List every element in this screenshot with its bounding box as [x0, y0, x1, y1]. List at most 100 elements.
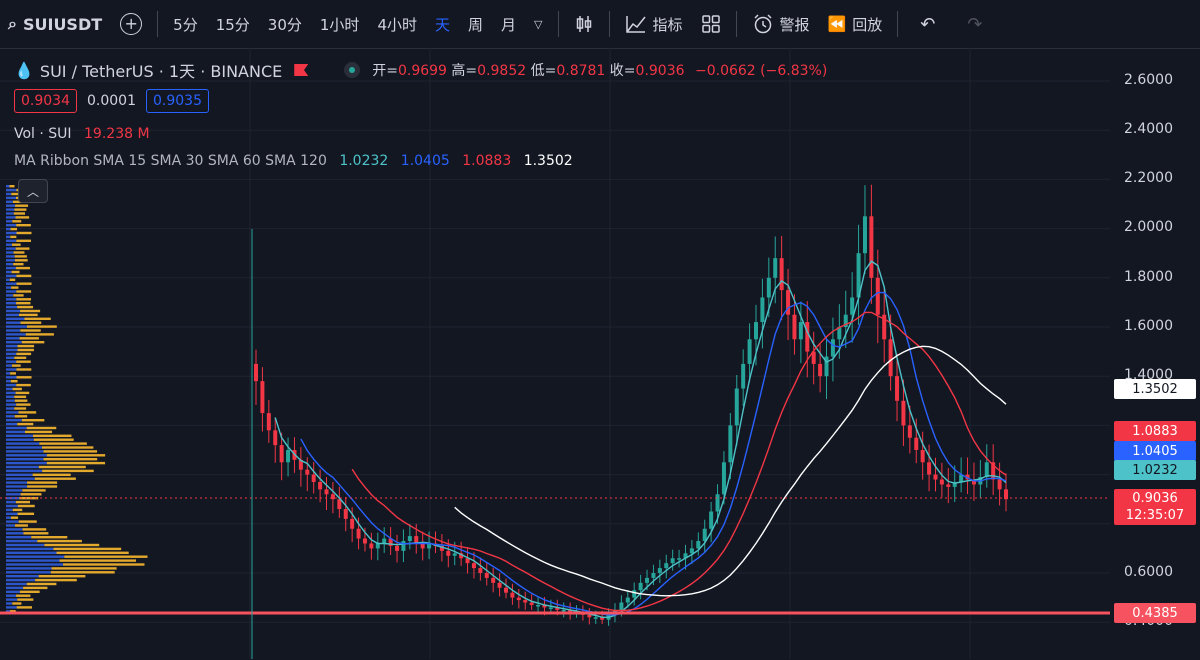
volume-profile-bar: [16, 231, 32, 235]
candle-body: [651, 573, 656, 578]
ohlc-values: 开=0.9699 高=0.9852 低=0.8781 收=0.9036 −0.0…: [372, 63, 828, 79]
candle-body: [286, 450, 291, 463]
chart-type-button[interactable]: [565, 0, 603, 48]
volume-profile-bar: [44, 543, 100, 547]
ask-price-button[interactable]: 0.9035: [146, 89, 209, 113]
volume-profile-bar: [39, 442, 87, 445]
candle-body: [311, 474, 316, 482]
candle-body: [792, 314, 797, 340]
volume-profile-bar: [6, 450, 44, 453]
volume-profile-bar: [6, 582, 27, 586]
candle-body: [869, 216, 874, 278]
volume-profile-bar: [6, 263, 14, 266]
volume-profile-bar: [6, 224, 17, 227]
volume-profile-bar: [6, 461, 47, 465]
interval-1d[interactable]: 天: [434, 15, 450, 34]
candle-body: [568, 609, 573, 613]
volume-profile-bar: [6, 567, 52, 570]
interval-1h[interactable]: 1小时: [319, 15, 360, 34]
volume-profile-bar: [16, 298, 32, 301]
bid-price-button[interactable]: 0.9034: [14, 89, 77, 113]
volume-profile-bar: [12, 508, 23, 512]
interval-1w[interactable]: 周: [468, 15, 484, 34]
replay-label: 回放: [852, 15, 883, 34]
volume-profile-bar: [16, 368, 32, 371]
layout-button[interactable]: [692, 0, 730, 48]
search-icon: ⌕: [8, 14, 17, 33]
volume-profile-bar: [6, 547, 54, 551]
indicators-button[interactable]: 指标: [616, 0, 692, 48]
interval-15m[interactable]: 15分: [215, 15, 250, 34]
sma30-price-tag: 1.0405: [1114, 441, 1196, 461]
hline-price-tag[interactable]: 0.4385: [1114, 603, 1196, 623]
volume-profile-bar: [6, 606, 17, 609]
volume-profile-bar: [19, 590, 40, 593]
volume-profile-bar: [18, 520, 37, 523]
volume-profile-bar: [6, 305, 18, 309]
market-status-icon: [344, 62, 361, 78]
interval-5m[interactable]: 5分: [173, 15, 198, 34]
ma-ribbon-label: MA Ribbon SMA 15 SMA 30 SMA 60 SMA 120: [14, 153, 327, 169]
candle-body: [798, 322, 803, 340]
redo-button[interactable]: ↷: [951, 0, 998, 48]
replay-button[interactable]: ⏪ 回放: [819, 0, 892, 48]
price-chart[interactable]: [0, 48, 1200, 659]
candle-body: [446, 550, 451, 556]
candle-body: [491, 577, 496, 583]
volume-profile-bar: [19, 497, 39, 500]
volume-profile-bar: [6, 298, 17, 301]
volume-profile-bar: [6, 313, 20, 317]
candle-body: [811, 351, 816, 364]
volume-profile-bar: [10, 380, 18, 383]
interval-30m[interactable]: 30分: [267, 15, 302, 34]
volume-profile-bar: [6, 528, 23, 531]
symbol-search-button[interactable]: ⌕ SUIUSDT: [0, 0, 111, 48]
volume-profile-bar: [14, 255, 27, 258]
volume-profile-bar: [26, 426, 57, 430]
interval-4h[interactable]: 4小时: [377, 15, 417, 34]
volume-profile-bar: [6, 508, 13, 512]
volume-profile-bar: [15, 500, 31, 504]
volume-profile-bar: [19, 313, 38, 317]
flag-icon[interactable]: [294, 64, 309, 76]
candle-body: [638, 582, 643, 591]
candle-body: [786, 290, 791, 315]
volume-profile-bar: [6, 294, 14, 297]
volume-profile-bar: [6, 504, 18, 508]
collapse-legend-button[interactable]: ︿: [18, 179, 48, 203]
candle-body: [382, 538, 387, 544]
add-symbol-button[interactable]: +: [111, 0, 151, 48]
volume-profile-bar: [6, 415, 15, 418]
candle-body: [401, 541, 406, 551]
volume-profile-bar: [6, 321, 21, 324]
volume-profile-bar: [13, 263, 24, 266]
volume-profile-bar: [6, 454, 47, 457]
volume-profile-bar: [14, 259, 28, 262]
volume-profile-bar: [59, 559, 137, 562]
candle-body: [837, 327, 842, 340]
volume-profile-bar: [6, 407, 15, 410]
interval-dropdown[interactable]: ▽: [525, 0, 551, 48]
volume-profile-bar: [63, 563, 145, 566]
candle-body: [754, 322, 758, 340]
volume-profile-bar: [6, 387, 13, 391]
interval-1mo[interactable]: 月: [501, 15, 517, 34]
volume-profile-bar: [6, 337, 20, 340]
volume-profile-bar: [14, 415, 28, 418]
volume-profile-bar: [46, 461, 106, 465]
candle-body: [536, 604, 541, 607]
candle-body: [959, 474, 964, 482]
candle-body: [664, 563, 669, 569]
toolbar-divider: [157, 11, 159, 37]
alert-button[interactable]: 警报: [743, 0, 819, 48]
undo-button[interactable]: ↶: [904, 0, 951, 48]
candle-body: [337, 499, 342, 510]
volume-profile-bar: [6, 220, 13, 223]
candle-body: [555, 607, 560, 610]
candle-body: [920, 450, 925, 463]
volume-value: 19.238 M: [84, 126, 150, 142]
candle-body: [971, 479, 976, 485]
candle-body: [856, 253, 861, 298]
candlesticks: [254, 184, 1008, 626]
candle-body: [907, 425, 912, 438]
